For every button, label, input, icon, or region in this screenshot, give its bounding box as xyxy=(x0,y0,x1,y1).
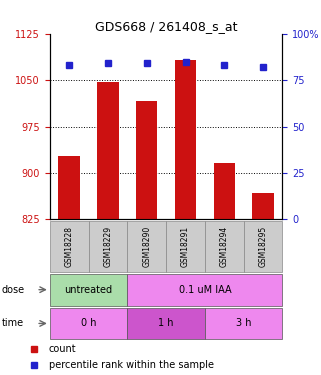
Text: 0 h: 0 h xyxy=(81,318,96,328)
Text: 1 h: 1 h xyxy=(158,318,174,328)
Bar xyxy=(127,274,282,306)
Bar xyxy=(244,221,282,272)
Text: GSM18228: GSM18228 xyxy=(65,226,74,267)
Text: GSM18290: GSM18290 xyxy=(142,226,151,267)
Bar xyxy=(127,308,205,339)
Text: untreated: untreated xyxy=(65,285,113,295)
Bar xyxy=(97,82,118,219)
Bar xyxy=(89,221,127,272)
Text: dose: dose xyxy=(2,285,25,295)
Text: 3 h: 3 h xyxy=(236,318,251,328)
Bar xyxy=(50,308,127,339)
Text: GSM18229: GSM18229 xyxy=(103,226,112,267)
Bar xyxy=(175,60,196,219)
Bar xyxy=(214,163,235,219)
Text: GSM18295: GSM18295 xyxy=(259,226,268,267)
Text: time: time xyxy=(2,318,24,328)
Text: count: count xyxy=(48,344,76,354)
Title: GDS668 / 261408_s_at: GDS668 / 261408_s_at xyxy=(95,20,237,33)
Bar xyxy=(50,221,89,272)
Bar xyxy=(50,274,127,306)
Bar xyxy=(166,221,205,272)
Bar xyxy=(136,100,157,219)
Bar xyxy=(58,156,80,219)
Bar xyxy=(205,308,282,339)
Text: GSM18291: GSM18291 xyxy=(181,226,190,267)
Text: 0.1 uM IAA: 0.1 uM IAA xyxy=(178,285,231,295)
Bar xyxy=(205,221,244,272)
Text: GSM18294: GSM18294 xyxy=(220,226,229,267)
Bar xyxy=(127,221,166,272)
Text: percentile rank within the sample: percentile rank within the sample xyxy=(48,360,213,370)
Bar xyxy=(252,193,274,219)
